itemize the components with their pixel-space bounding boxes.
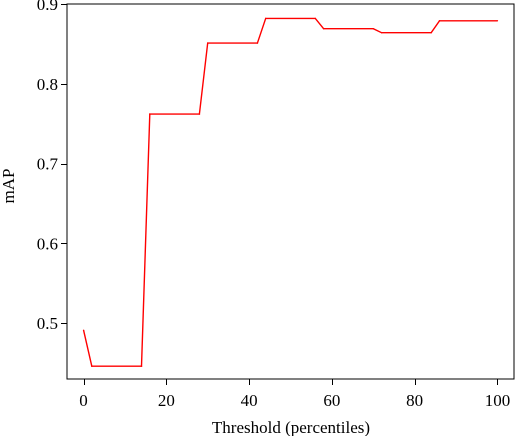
y-axis-title: mAP bbox=[0, 169, 18, 204]
x-axis-title: Threshold (percentiles) bbox=[212, 418, 370, 436]
y-tick-label: 0.5 bbox=[37, 314, 58, 333]
data-point bbox=[256, 42, 259, 44]
data-point bbox=[82, 329, 85, 331]
series-line bbox=[82, 17, 498, 367]
data-point bbox=[430, 32, 432, 34]
data-point bbox=[438, 20, 441, 22]
y-tick-label: 0.7 bbox=[37, 155, 59, 174]
data-point bbox=[198, 113, 201, 115]
data-point bbox=[140, 365, 143, 367]
data-point bbox=[380, 32, 383, 34]
y-tick-label: 0.9 bbox=[37, 0, 58, 14]
data-point bbox=[372, 28, 374, 30]
x-tick-label: 40 bbox=[241, 391, 258, 410]
series-layer bbox=[82, 17, 499, 367]
x-axis: 0 20 40 60 80 100 bbox=[79, 379, 510, 410]
plot-frame bbox=[66, 3, 515, 380]
y-tick-label: 0.6 bbox=[37, 234, 58, 253]
x-tick-label: 0 bbox=[79, 391, 88, 410]
x-tick-label: 60 bbox=[323, 391, 340, 410]
data-point bbox=[322, 28, 325, 30]
x-tick-label: 80 bbox=[406, 391, 423, 410]
y-axis: 0.5 0.6 0.7 0.8 0.9 bbox=[37, 0, 67, 333]
data-point bbox=[207, 42, 209, 44]
plot-area bbox=[66, 3, 515, 380]
data-point bbox=[496, 20, 499, 22]
data-point bbox=[265, 17, 267, 20]
y-tick-label: 0.8 bbox=[37, 75, 58, 94]
data-point bbox=[91, 365, 93, 367]
data-point bbox=[314, 17, 316, 20]
data-point bbox=[149, 113, 151, 115]
x-tick-label: 20 bbox=[158, 391, 175, 410]
x-tick-label: 100 bbox=[485, 391, 511, 410]
